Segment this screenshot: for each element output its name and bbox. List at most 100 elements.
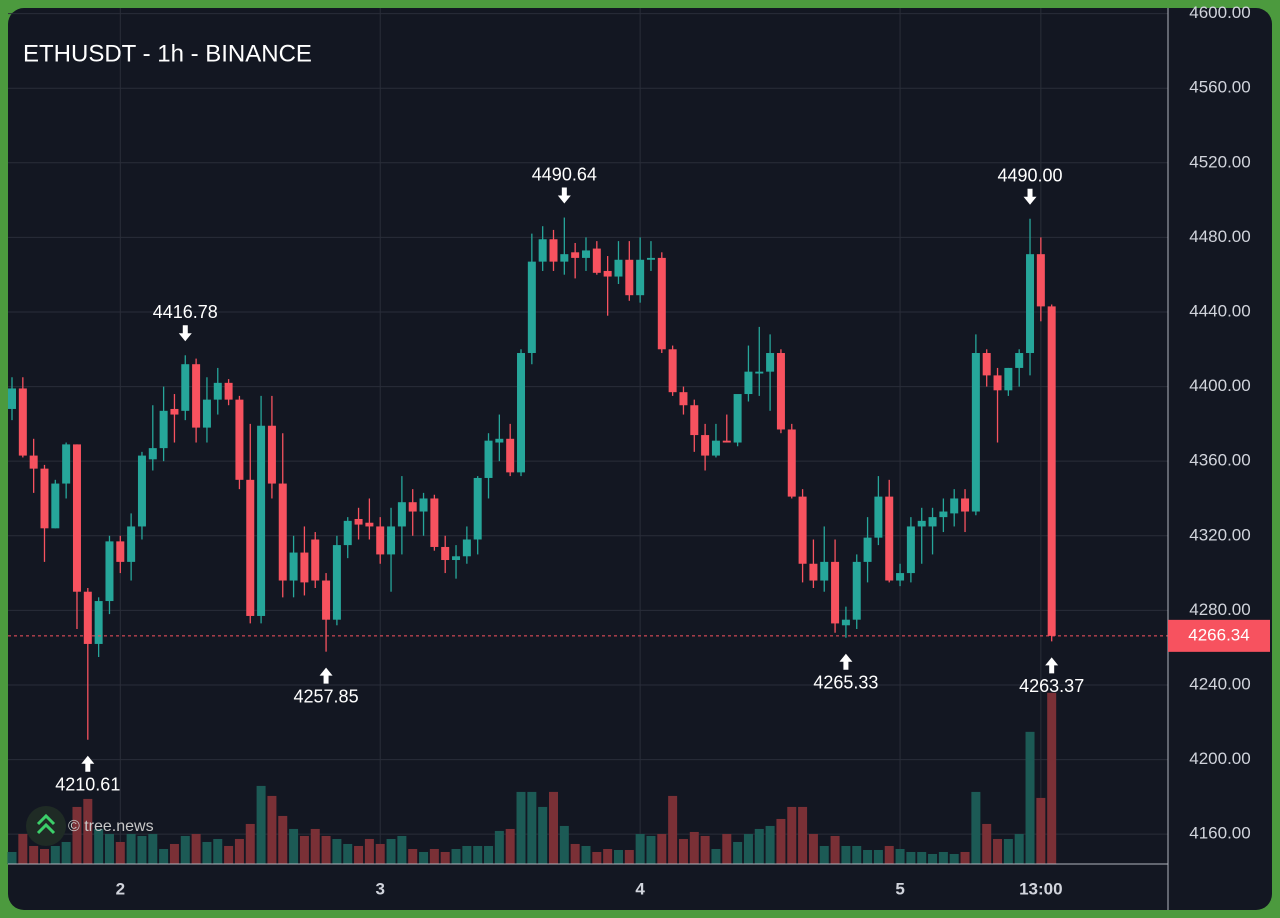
candle-body bbox=[798, 496, 807, 564]
volume-bar bbox=[549, 791, 558, 864]
y-tick-label: 4160.00 bbox=[1189, 824, 1250, 843]
volume-bar bbox=[115, 841, 125, 864]
candle-body bbox=[62, 444, 71, 484]
volume-bar bbox=[1014, 833, 1024, 864]
volume-bar bbox=[819, 845, 829, 864]
candle-body bbox=[495, 438, 504, 443]
candle-body bbox=[917, 520, 926, 527]
candle-body bbox=[625, 259, 634, 296]
volume-bar bbox=[863, 849, 873, 864]
candle-body bbox=[94, 601, 103, 644]
candle-body bbox=[787, 429, 796, 497]
volume-bar bbox=[245, 823, 255, 864]
candle-body bbox=[831, 561, 840, 624]
volume-bar bbox=[289, 828, 299, 864]
volume-bar bbox=[657, 833, 667, 864]
volume-bar bbox=[278, 815, 288, 864]
candle-body bbox=[419, 498, 428, 512]
candle-body bbox=[29, 455, 38, 469]
candle-body bbox=[322, 580, 331, 620]
annotation-arrow bbox=[839, 653, 853, 670]
candle-body bbox=[278, 483, 287, 581]
candle-body bbox=[614, 259, 623, 277]
candle-body bbox=[343, 520, 352, 546]
volume-bar bbox=[1047, 692, 1057, 864]
volume-bar bbox=[830, 835, 840, 864]
last-price-label: 4266.34 bbox=[1188, 625, 1249, 644]
volume-bar bbox=[169, 843, 179, 864]
candle-body bbox=[863, 537, 872, 562]
candle-body bbox=[506, 438, 515, 473]
volume-bar bbox=[960, 851, 970, 864]
annotation-arrow bbox=[319, 667, 333, 684]
candle-body bbox=[1004, 367, 1013, 391]
candle-body bbox=[441, 546, 450, 561]
candle-body bbox=[408, 502, 417, 512]
annotation-label: 4210.61 bbox=[55, 775, 120, 795]
volume-bar bbox=[126, 833, 136, 864]
candle-body bbox=[950, 498, 959, 514]
volume-bar bbox=[234, 838, 244, 864]
candle-body bbox=[137, 455, 146, 527]
volume-bar bbox=[971, 791, 981, 864]
volume-bar bbox=[700, 835, 710, 864]
volume-bar bbox=[451, 848, 461, 864]
volume-bar bbox=[570, 843, 580, 864]
candle-body bbox=[202, 399, 211, 428]
volume-bar bbox=[722, 833, 732, 864]
candle-body bbox=[365, 522, 374, 527]
volume-bar bbox=[83, 798, 93, 864]
volume-bar bbox=[928, 853, 938, 864]
candle-body bbox=[300, 552, 309, 583]
volume-bar bbox=[39, 848, 49, 864]
volume-bar bbox=[159, 848, 169, 864]
annotation-label: 4257.85 bbox=[294, 686, 359, 706]
volume-bar bbox=[61, 841, 71, 864]
candle-body bbox=[982, 353, 991, 376]
watermark-icon bbox=[36, 813, 56, 835]
candle-body bbox=[40, 468, 49, 529]
annotation-label: 4265.33 bbox=[813, 672, 878, 692]
candle-body bbox=[733, 394, 742, 443]
volume-bar bbox=[299, 835, 309, 864]
volume-bar bbox=[224, 845, 234, 864]
volume-bar bbox=[559, 825, 569, 864]
volume-bar bbox=[332, 838, 342, 864]
y-tick-label: 4400.00 bbox=[1189, 376, 1250, 395]
volume-bar bbox=[408, 848, 418, 864]
candle-body bbox=[18, 388, 27, 456]
candle-body bbox=[560, 254, 569, 262]
candle-body bbox=[657, 257, 666, 350]
grid bbox=[8, 8, 1168, 864]
x-tick-label: 5 bbox=[895, 879, 904, 898]
candle-body bbox=[148, 448, 157, 460]
volume-bar bbox=[213, 838, 223, 864]
candle-body bbox=[116, 541, 125, 562]
axes: 4160.00 4200.00 4240.00 4280.00 4320.00 4360.… bbox=[116, 3, 1270, 898]
annotation-label: 4263.37 bbox=[1019, 676, 1084, 696]
volume-bar bbox=[180, 835, 190, 864]
candle-body bbox=[8, 388, 16, 409]
candle-body bbox=[1015, 353, 1024, 368]
annotation-arrow bbox=[557, 187, 571, 204]
volume-bar bbox=[516, 791, 526, 864]
candle-body bbox=[430, 498, 439, 547]
candle-body bbox=[971, 353, 980, 512]
candle-body bbox=[170, 408, 179, 415]
volume-bar bbox=[743, 833, 753, 864]
volume-bar bbox=[527, 791, 537, 864]
annotation-arrow bbox=[81, 755, 95, 772]
watermark: © tree.news bbox=[68, 818, 154, 835]
volume-bar bbox=[733, 841, 743, 864]
volume-bar bbox=[538, 806, 548, 864]
candle-body bbox=[711, 440, 720, 456]
volume-bar bbox=[613, 849, 623, 864]
candle-body bbox=[83, 591, 92, 644]
candle-body bbox=[1026, 254, 1035, 354]
candle-body bbox=[993, 375, 1002, 391]
volume-bar bbox=[29, 845, 39, 864]
candle-body bbox=[127, 526, 136, 562]
volume-bar bbox=[776, 818, 786, 864]
candle-body bbox=[462, 539, 471, 557]
